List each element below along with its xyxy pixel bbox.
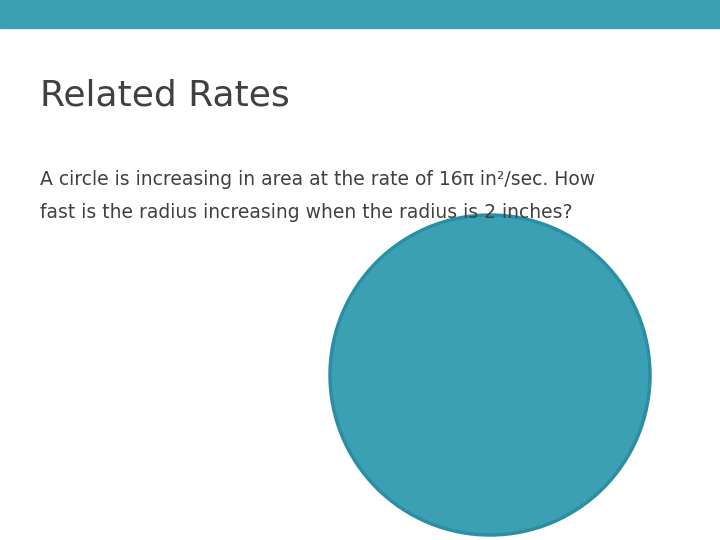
Bar [0,0,720,28]
Text: fast is the radius increasing when the radius is 2 inches?: fast is the radius increasing when the r… [40,202,572,221]
Circle shape [330,215,650,535]
Text: A circle is increasing in area at the rate of 16π in²/sec. How: A circle is increasing in area at the ra… [40,170,595,189]
Text: Related Rates: Related Rates [40,78,289,112]
